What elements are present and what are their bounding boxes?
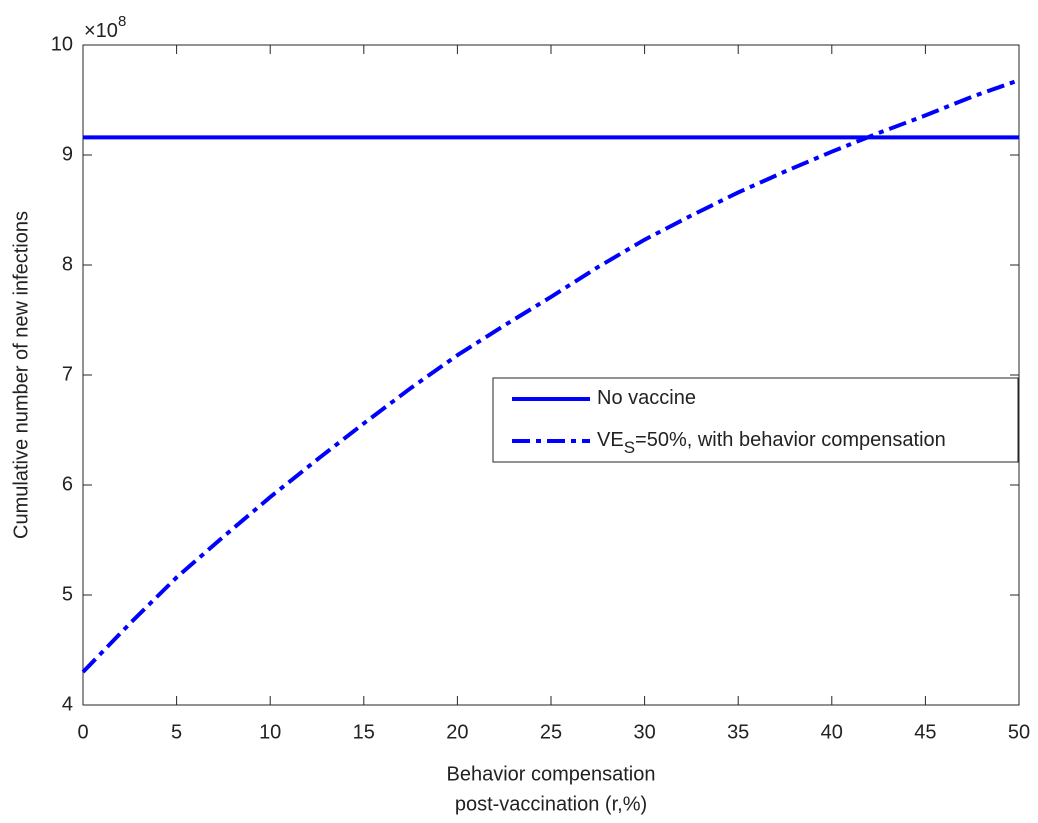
x-tick-label: 10	[259, 721, 281, 743]
x-axis-label: Behavior compensation	[446, 763, 655, 785]
y-tick-label: 7	[62, 363, 73, 385]
legend-label-part: No vaccine	[597, 387, 696, 409]
y-tick-label: 10	[51, 33, 73, 55]
legend-label: No vaccine	[597, 387, 696, 409]
x-tick-label: 30	[633, 721, 655, 743]
legend-label: VES=50%, with behavior compensation	[597, 429, 946, 457]
y-tick-label: 5	[62, 583, 73, 605]
x-tick-label: 25	[540, 721, 562, 743]
x-tick-label: 50	[1008, 721, 1030, 743]
y-tick-label: 8	[62, 253, 73, 275]
y-multiplier-exponent: 8	[118, 13, 126, 30]
x-tick-label: 20	[446, 721, 468, 743]
x-tick-label: 5	[171, 721, 182, 743]
y-tick-label: 9	[62, 143, 73, 165]
legend-label-part: S	[624, 438, 635, 457]
y-multiplier: ×108	[84, 13, 126, 42]
y-tick-label: 4	[62, 693, 73, 715]
x-axis-label: post-vaccination (r,%)	[455, 793, 647, 815]
x-tick-label: 40	[821, 721, 843, 743]
legend-label-part: =50%, with behavior compensation	[635, 429, 946, 451]
y-axis-label: Cumulative number of new infections	[10, 211, 32, 539]
legend-label-part: VE	[597, 429, 624, 451]
legend-box	[492, 377, 1019, 463]
x-tick-label: 15	[353, 721, 375, 743]
x-tick-label: 0	[77, 721, 88, 743]
y-multiplier-base: ×10	[84, 20, 118, 42]
x-tick-label: 35	[727, 721, 749, 743]
plot-frame	[82, 44, 1020, 706]
data-line	[81, 78, 1020, 674]
x-tick-label: 45	[914, 721, 936, 743]
y-tick-label: 6	[62, 473, 73, 495]
